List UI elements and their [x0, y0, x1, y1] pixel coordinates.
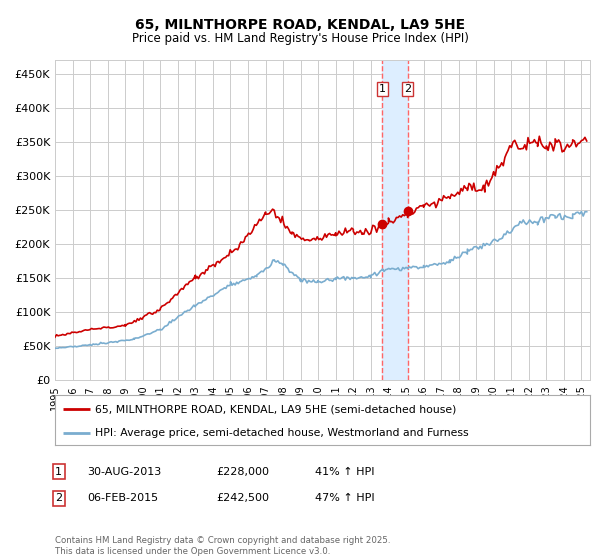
- Text: HPI: Average price, semi-detached house, Westmorland and Furness: HPI: Average price, semi-detached house,…: [95, 428, 469, 438]
- Text: £242,500: £242,500: [216, 493, 269, 503]
- Text: 1: 1: [55, 466, 62, 477]
- Text: 2: 2: [404, 84, 411, 94]
- Text: 2: 2: [55, 493, 62, 503]
- Text: 47% ↑ HPI: 47% ↑ HPI: [315, 493, 374, 503]
- Text: £228,000: £228,000: [216, 466, 269, 477]
- Text: Contains HM Land Registry data © Crown copyright and database right 2025.
This d: Contains HM Land Registry data © Crown c…: [55, 536, 391, 556]
- Text: 65, MILNTHORPE ROAD, KENDAL, LA9 5HE: 65, MILNTHORPE ROAD, KENDAL, LA9 5HE: [135, 18, 465, 32]
- Text: 41% ↑ HPI: 41% ↑ HPI: [315, 466, 374, 477]
- Bar: [382, 60, 407, 380]
- Text: Price paid vs. HM Land Registry's House Price Index (HPI): Price paid vs. HM Land Registry's House …: [131, 32, 469, 45]
- Text: 30-AUG-2013: 30-AUG-2013: [87, 466, 161, 477]
- Text: 65, MILNTHORPE ROAD, KENDAL, LA9 5HE (semi-detached house): 65, MILNTHORPE ROAD, KENDAL, LA9 5HE (se…: [95, 404, 457, 414]
- Text: 06-FEB-2015: 06-FEB-2015: [87, 493, 158, 503]
- Text: 1: 1: [379, 84, 386, 94]
